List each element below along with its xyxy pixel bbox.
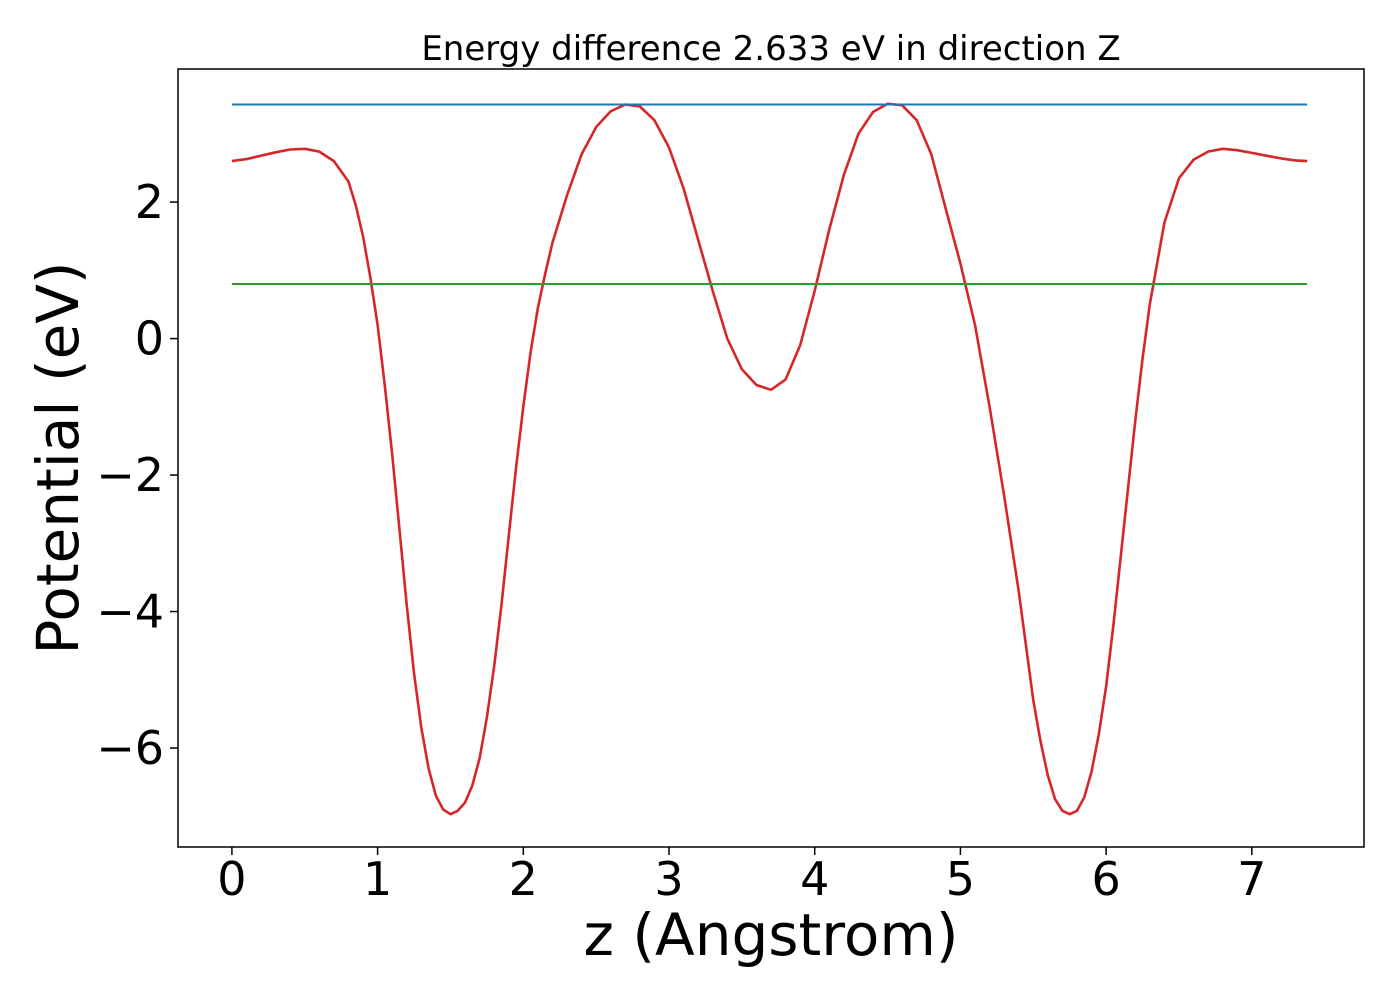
y-tick-label: −2 bbox=[96, 448, 164, 502]
x-tick-label: 4 bbox=[800, 852, 829, 906]
y-axis: −6 −4 −2 0 2 bbox=[96, 175, 178, 775]
y-tick-label: 0 bbox=[135, 312, 164, 366]
y-tick-label: −4 bbox=[96, 585, 164, 639]
y-tick-label: 2 bbox=[135, 175, 164, 229]
x-tick-label: 2 bbox=[509, 852, 538, 906]
x-tick-label: 7 bbox=[1237, 852, 1266, 906]
plot-frame bbox=[177, 68, 1365, 848]
x-tick-label: 5 bbox=[946, 852, 975, 906]
x-tick-label: 1 bbox=[363, 852, 392, 906]
x-tick-label: 6 bbox=[1091, 852, 1120, 906]
x-axis: 0 1 2 3 4 5 6 7 bbox=[217, 847, 1266, 906]
y-tick-label: −6 bbox=[96, 721, 164, 775]
y-axis-label: Potential (eV) bbox=[24, 261, 92, 654]
x-axis-label: z (Angstrom) bbox=[584, 901, 959, 969]
x-tick-label: 0 bbox=[217, 852, 246, 906]
chart-title: Energy difference 2.633 eV in direction … bbox=[421, 29, 1120, 69]
x-tick-label: 3 bbox=[654, 852, 683, 906]
series-layer bbox=[231, 102, 1308, 816]
potential-curve bbox=[231, 102, 1308, 816]
